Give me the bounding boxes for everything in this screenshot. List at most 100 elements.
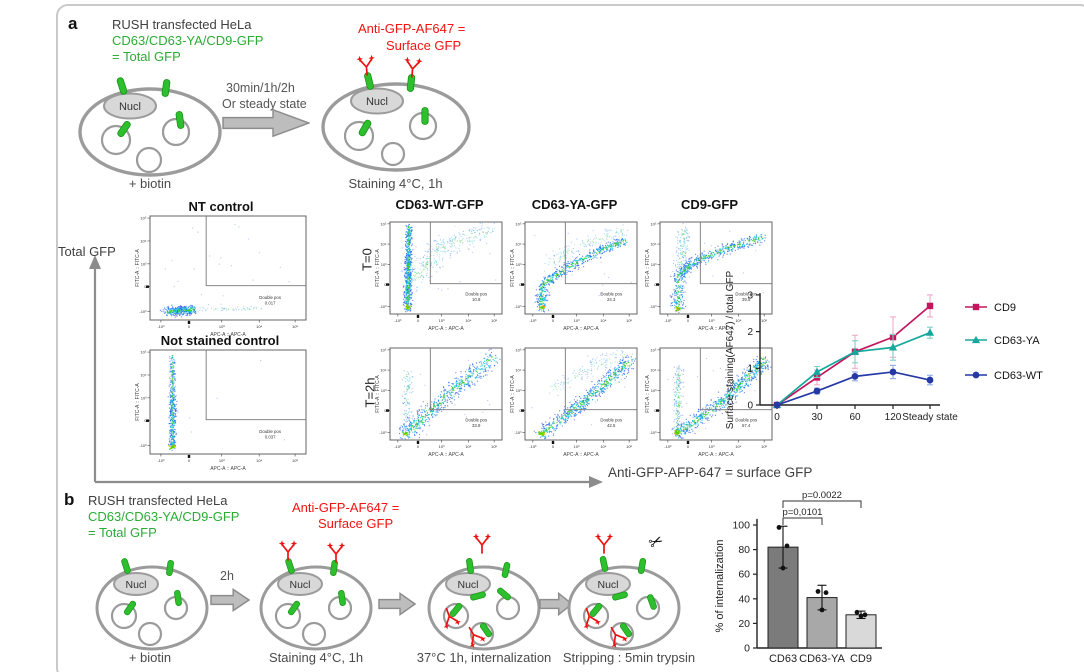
svg-text:-10³: -10³ [394,444,402,449]
nucleus [350,87,404,115]
gate-value: 0.017 [265,301,276,306]
density-cloud [669,223,766,313]
svg-text:10⁵: 10⁵ [380,221,386,226]
scissors-icon: ✂ [646,530,667,553]
cell-b2-caption: Staining 4°C, 1h [268,650,364,665]
svg-text:10³: 10³ [219,324,225,329]
quadrant-gate [429,222,502,285]
gfp-protein-icon [497,587,511,601]
antibody-icon [443,607,461,630]
nucleus-label: Nucl [119,101,141,113]
quadrant-gate [205,350,306,421]
cell-diagram-b-stained: Nucl [250,528,382,658]
bar-CD9 [845,614,877,649]
svg-text:0: 0 [519,282,522,287]
gate-label: Double pos [465,418,487,423]
svg-text:0: 0 [417,444,420,449]
svg-text:10³: 10³ [141,395,147,400]
svg-text:0: 0 [188,458,191,463]
cell-drawing: Nucl [427,533,541,651]
vesicle [582,602,610,630]
svg-text:10⁴: 10⁴ [380,242,386,247]
svg-text:10⁵: 10⁵ [491,444,497,449]
svg-text:10⁴: 10⁴ [256,324,262,329]
gate-value: 24.3 [607,297,616,302]
gfp-protein-icon [116,77,128,95]
panel-b-label: b [64,490,75,509]
block-arrow-shape [222,108,310,138]
flow-plot-cd9-t0: Double pos 39.5 10⁵ 10⁴ 10³ 0 -10³ -10³ 0 10³ 10⁴ 1… [642,216,777,342]
flow-x-axis-label: APC-A :: APC-A [698,326,734,332]
gate-label: Double pos [465,292,487,297]
flow-x-axis-label: APC-A :: APC-A [428,452,464,458]
nucleus-label: Nucl [366,96,388,108]
gfp-protein-icon [166,560,174,576]
density-cloud [159,223,290,318]
nucleus [445,572,491,596]
svg-text:0: 0 [417,318,420,323]
svg-text:10⁵: 10⁵ [761,318,767,323]
cell-drawing: Nucl ✂ [567,530,681,651]
block-arrow-shape [210,588,250,612]
flow-plot-not-stained: Double pos 0.037 10⁵ 10⁴ 10³ 0 -10³ -10³ 0 10³ 10⁴… [126,346,316,486]
svg-text:10⁵: 10⁵ [650,221,656,226]
cell-drawing: Nucl [78,77,222,177]
gfp-protein-icon [421,107,429,125]
svg-text:0: 0 [144,418,147,423]
svg-text:0: 0 [188,324,191,329]
svg-text:10⁵: 10⁵ [626,318,632,323]
data-point [862,612,868,618]
panel-b-total-gfp-line2: = Total GFP [88,525,157,540]
nucleus-label: Nucl [457,579,478,591]
svg-text:-10³: -10³ [139,443,147,448]
cell-diagram-b-internalized: Nucl [418,528,550,658]
total-gfp-axis-label: Total GFP [58,244,116,259]
block-arrow-b1 [210,588,250,612]
density-cloud [400,222,497,313]
gate-label: Double pos [600,418,622,423]
panel-a-total-gfp-line2: = Total GFP [112,49,181,64]
cell-diagram-biotin: Nucl [73,60,233,182]
svg-text:10⁴: 10⁴ [735,318,741,323]
p-value-label: p=0,0101 [783,507,823,518]
data-point [776,525,782,530]
cell-diagram-b-biotin: Nucl [86,528,218,658]
vesicle [442,602,470,630]
panel-a-total-gfp-line1: CD63/CD63-YA/CD9-GFP [112,33,264,48]
gfp-protein-icon [619,622,633,638]
svg-text:10³: 10³ [709,318,715,323]
antibody-icon [594,533,614,554]
antibody-icon [356,54,375,76]
svg-text:10⁵: 10⁵ [292,324,298,329]
gfp-protein-icon [599,556,609,572]
flow-plot-cd63ya-t2h: Double pos 42.5 10⁵ 10⁴ 10³ 0 -10³ -10³ 0 10³ 10⁴ 1… [507,342,642,468]
gfp-protein-icon [174,590,182,606]
svg-text:10³: 10³ [439,444,445,449]
svg-text:10³: 10³ [651,262,657,267]
gate-label: Double pos [600,292,622,297]
svg-text:10⁵: 10⁵ [140,350,146,355]
nucleus [277,572,323,596]
cell-drawing: Nucl [95,558,209,651]
svg-text:10⁴: 10⁴ [650,242,656,247]
gfp-protein-icon [358,119,372,137]
internalization-bar-chart: 0 20 40 60 80 100% of internalization CD63 CD63… [710,482,1010,672]
block-arrow [222,108,310,138]
flow-y-axis-label: FITC-A :: FITC-A [510,249,516,287]
flow-y-axis-label: FITC-A :: FITC-A [135,383,141,421]
gate-label: Double pos [259,295,281,300]
svg-text:-10³: -10³ [157,324,165,329]
antibody-icon [278,540,298,561]
gfp-protein-icon [647,594,657,610]
svg-text:10⁴: 10⁴ [256,458,262,463]
flow-x-axis-label: APC-A :: APC-A [428,326,464,332]
vesicle [380,141,406,167]
data-point [858,613,864,619]
gfp-protein-icon [161,79,171,97]
quadrant-gate [564,348,637,411]
gfp-protein-icon [501,562,511,578]
panel-a-surface-gfp-line1: Anti-GFP-AF647 = [358,21,466,36]
antibody-icon [404,56,423,78]
